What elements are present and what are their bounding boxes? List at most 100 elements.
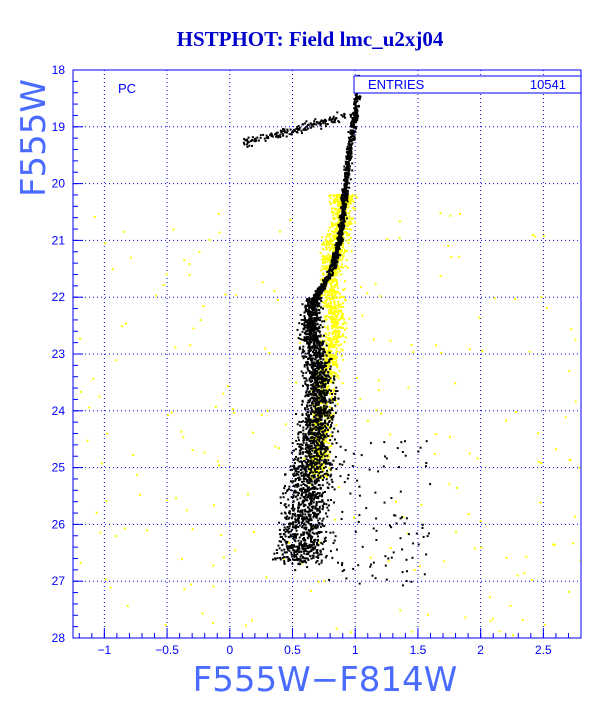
yellow-point [331, 324, 334, 326]
yellow-point [326, 326, 329, 329]
black-point [293, 462, 296, 464]
black-point [315, 471, 318, 474]
black-point [312, 351, 314, 353]
yellow-point [334, 198, 337, 201]
black-point [318, 459, 321, 462]
yellow-point [340, 311, 343, 314]
black-point [317, 308, 320, 311]
yellow-point [434, 344, 437, 347]
black-point [301, 323, 304, 326]
yellow-point [340, 273, 343, 276]
black-point [304, 380, 307, 383]
yellow-point [340, 296, 343, 299]
black-point [310, 545, 313, 548]
black-point [324, 287, 327, 290]
yellow-point [318, 474, 321, 477]
black-point [301, 560, 303, 563]
black-point [306, 366, 309, 369]
yellow-point [325, 402, 328, 404]
black-point [312, 299, 314, 301]
black-point [300, 370, 303, 373]
black-point [312, 542, 315, 544]
yellow-point [374, 283, 377, 286]
black-point [312, 516, 315, 519]
black-point [309, 513, 312, 516]
yellow-point [426, 613, 429, 616]
black-point [306, 388, 309, 391]
black-point [325, 446, 328, 449]
yellow-point [347, 198, 350, 201]
black-point [282, 537, 284, 540]
yellow-point [448, 435, 451, 438]
black-point [308, 323, 311, 326]
black-point [290, 489, 293, 492]
black-point [305, 461, 308, 464]
yellow-point [283, 558, 286, 561]
yellow-point [325, 315, 328, 318]
black-point [281, 543, 284, 546]
black-point [311, 330, 314, 333]
black-point [356, 105, 359, 108]
yellow-point [480, 546, 483, 549]
black-point [340, 216, 342, 219]
yellow-point [324, 289, 327, 292]
yellow-point [329, 301, 332, 303]
black-point [293, 449, 295, 452]
yellow-point [354, 194, 357, 197]
black-point [316, 305, 319, 308]
black-point [293, 466, 296, 469]
yellow-point [336, 335, 339, 338]
yellow-point [476, 457, 479, 460]
yellow-point [333, 195, 336, 198]
black-point [304, 474, 307, 477]
black-point [315, 493, 318, 496]
black-point [315, 292, 318, 295]
yellow-point [165, 273, 168, 276]
black-point [303, 316, 306, 319]
yellow-point [339, 250, 342, 253]
black-point [322, 412, 325, 415]
yellow-point [337, 374, 339, 377]
black-point [321, 326, 324, 329]
black-point [317, 402, 320, 405]
black-point [306, 383, 309, 386]
yellow-point [350, 198, 353, 201]
yellow-point [175, 497, 177, 500]
yellow-point [322, 456, 325, 459]
yellow-point [331, 289, 334, 292]
black-point [286, 548, 289, 551]
black-point [321, 320, 324, 323]
black-point [319, 360, 322, 363]
yellow-point [321, 254, 324, 257]
yellow-point [216, 460, 219, 463]
yellow-point [327, 259, 330, 262]
black-point [316, 461, 319, 464]
black-point [356, 116, 359, 119]
black-point [306, 557, 309, 560]
black-point [313, 462, 316, 465]
yellow-point [222, 556, 225, 559]
yellow-point [338, 351, 341, 354]
black-point [315, 303, 318, 306]
yellow-point [327, 316, 330, 319]
black-point [320, 366, 323, 369]
yellow-point [326, 450, 329, 452]
black-point [296, 459, 299, 462]
black-point [284, 503, 287, 505]
black-point [292, 494, 295, 497]
black-point [356, 114, 359, 117]
yellow-point [327, 290, 330, 293]
yellow-point [326, 266, 328, 269]
yellow-point [329, 311, 332, 314]
black-point [315, 389, 318, 392]
black-point [348, 173, 351, 176]
black-point [315, 504, 318, 507]
black-point [310, 363, 313, 366]
yellow-point [341, 314, 344, 317]
black-point [314, 333, 317, 336]
yellow-point [325, 441, 328, 444]
yellow-point [334, 399, 337, 402]
black-point [304, 436, 307, 439]
black-point [321, 396, 324, 398]
yellow-point [342, 242, 345, 245]
